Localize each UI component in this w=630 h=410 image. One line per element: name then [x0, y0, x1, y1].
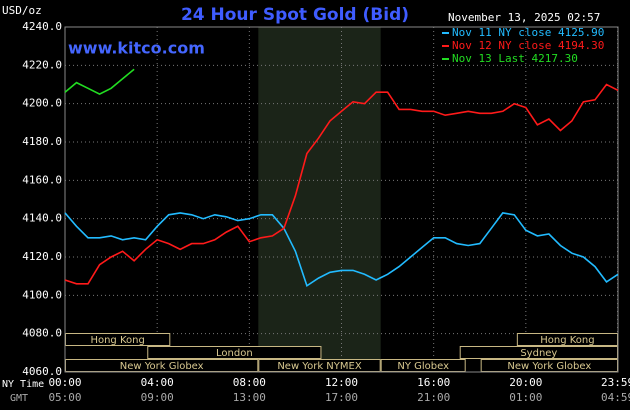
x-axis-label: NY Time — [2, 379, 44, 390]
series-line — [64, 212, 619, 288]
x-tick-label: 23:59 — [601, 376, 630, 389]
series-line — [64, 83, 619, 285]
session-label: Hong Kong — [540, 335, 594, 346]
y-tick-label: 4080.0 — [22, 327, 62, 340]
session-label: NY Globex — [397, 361, 449, 372]
y-tick-label: 4200.0 — [22, 97, 62, 110]
y-tick-label: 4160.0 — [22, 173, 62, 186]
legend-label: Nov 13 Last 4217.30 — [452, 52, 578, 65]
session-label: Sydney — [520, 348, 557, 359]
y-tick-label: 4120.0 — [22, 250, 62, 263]
watermark: www.kitco.com — [68, 39, 205, 58]
x-tick-label: 16:00 — [417, 376, 450, 389]
y-tick-label: 4100.0 — [22, 288, 62, 301]
x-tick-label: 04:00 — [141, 376, 174, 389]
y-tick-label: 4140.0 — [22, 212, 62, 225]
x-tick-label: 12:00 — [325, 376, 358, 389]
y-tick-label: 4220.0 — [22, 58, 62, 71]
x-tick-label-gmt: 17:00 — [325, 391, 358, 404]
y-tick-label: 4180.0 — [22, 135, 62, 148]
session-label: Hong Kong — [90, 335, 144, 346]
legend-label: Nov 11 NY close 4125.90 — [452, 26, 604, 39]
y-tick-label: 4060.0 — [22, 365, 62, 378]
series-line — [64, 68, 135, 95]
x-tick-label: 08:00 — [233, 376, 266, 389]
x-tick-label: 00:00 — [48, 376, 81, 389]
x-tick-label-gmt: 21:00 — [417, 391, 450, 404]
chart-title: 24 Hour Spot Gold (Bid) — [181, 5, 409, 25]
x-tick-label-gmt: 04:59 — [601, 391, 630, 404]
session-box — [147, 346, 322, 359]
session-label: London — [216, 348, 253, 359]
timestamp: November 13, 2025 02:57 — [448, 11, 600, 24]
session-shade — [258, 27, 381, 359]
session-label: New York Globex — [120, 361, 204, 372]
session-label: New York NYMEX — [277, 361, 362, 372]
x-tick-label-gmt: 05:00 — [48, 391, 81, 404]
x-tick-label: 20:00 — [509, 376, 542, 389]
x-tick-label-gmt: 13:00 — [233, 391, 266, 404]
x-tick-label-gmt: 09:00 — [141, 391, 174, 404]
plot-frame — [64, 26, 619, 373]
y-tick-label: 4240.0 — [22, 20, 62, 33]
session-label: New York Globex — [507, 361, 591, 372]
x-axis-label: GMT — [10, 393, 28, 404]
unit-label: USD/oz — [2, 4, 42, 17]
legend-label: Nov 12 NY close 4194.30 — [452, 39, 604, 52]
x-tick-label-gmt: 01:00 — [509, 391, 542, 404]
